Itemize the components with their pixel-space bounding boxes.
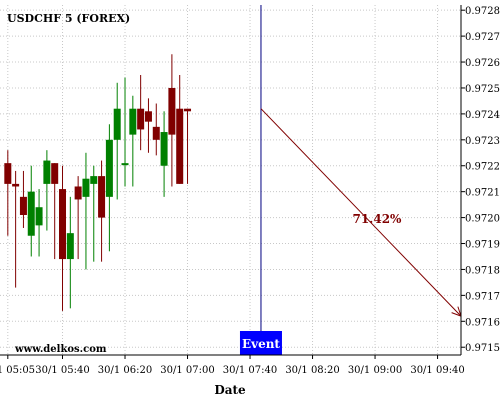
candle-body [105,139,113,197]
candle-body [27,191,35,236]
x-tick-label: 30/1 09:00 [348,365,402,376]
candle-body [137,108,145,130]
y-tick-label: 0.9719 [465,240,500,251]
axis-layer: 0.9715 0.9716 0.9717 0.9718 0.9719 0.9720 0.97… [0,5,500,376]
candle-body [35,207,43,226]
y-tick-label: 0.9716 [465,317,500,328]
y-tick-label: 0.9724 [465,110,500,121]
x-tick-label: 30/1 05:40 [35,365,89,376]
candle-body [51,163,59,184]
candle-body [184,108,192,112]
chart-title: USDCHF 5 (FOREX) [7,12,130,25]
y-tick-label: 0.9723 [465,136,500,147]
candle-body [168,87,176,135]
candle-body [176,108,184,184]
y-tick-label: 0.9715 [465,343,500,354]
y-tick-label: 0.9721 [465,188,500,199]
candle-body [152,126,160,140]
y-tick-label: 0.9717 [465,291,500,302]
candle-body [160,132,168,166]
projection-arrow-line [260,108,462,317]
candle-body [66,233,74,260]
y-tick-label: 0.9728 [465,6,500,17]
y-tick-label: 0.9726 [465,58,500,69]
projection-percent-label: 71.42% [352,212,402,226]
x-tick-label: 30/1 06:20 [98,365,152,376]
y-tick-label: 0.9725 [465,84,500,95]
candle-layer [4,54,192,311]
projection-arrowhead [457,306,462,317]
candle-body [43,160,51,184]
candle-body [121,163,129,166]
x-tick-label: 30/1 05:05 [0,365,35,376]
grid-layer [0,5,461,355]
candle-body [82,178,90,197]
x-tick-label: 30/1 08:20 [285,365,339,376]
candle-body [113,108,121,140]
candle-body [90,176,98,184]
candle-body [19,196,27,215]
event-label: Event [242,337,280,351]
candle-body [4,163,12,184]
x-axis-title: Date [214,383,246,397]
candle-body [98,176,106,218]
projection-arrowhead [451,312,462,317]
event-box [239,331,282,355]
x-tick-label: 30/1 07:40 [223,365,277,376]
event-layer: Event 71.42% [239,5,462,355]
watermark-text: www.delkos.com [14,344,107,355]
x-tick-label: 30/1 07:00 [160,365,214,376]
y-tick-label: 0.9720 [465,214,500,225]
candle-body [12,183,20,187]
x-tick-label: 30/1 09:40 [410,365,464,376]
candle-body [144,111,152,122]
y-tick-label: 0.9727 [465,32,500,43]
y-tick-label: 0.9718 [465,265,500,276]
candle-body [59,189,67,260]
candle-body [129,108,137,135]
candle-body [74,186,82,200]
y-tick-label: 0.9722 [465,162,500,173]
